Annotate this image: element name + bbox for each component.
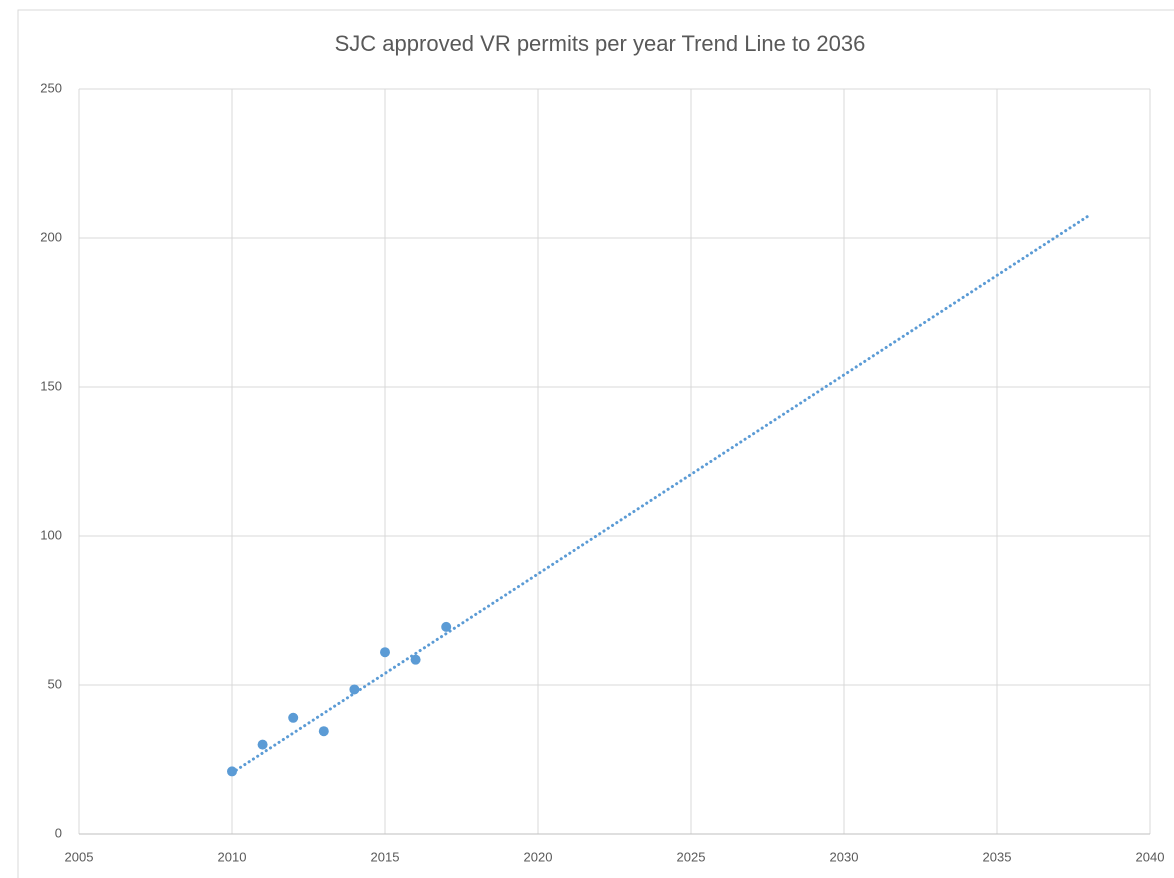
x-tick-label: 2005 [65, 849, 94, 864]
chart-frame [17, 9, 1174, 878]
x-tick-label: 2015 [371, 849, 400, 864]
x-tick-label: 2035 [983, 849, 1012, 864]
data-point [441, 621, 452, 632]
y-tick-label: 250 [40, 80, 62, 95]
data-point [227, 766, 237, 777]
trend-line [230, 214, 1091, 775]
data-point [380, 647, 390, 658]
y-tick-label: 200 [40, 229, 62, 244]
data-point [349, 684, 360, 695]
y-tick-label: 0 [55, 825, 62, 840]
y-tick-label: 150 [40, 378, 62, 393]
y-tick-label: 100 [40, 527, 62, 542]
y-tick-label: 50 [48, 676, 62, 691]
chart-title: SJC approved VR permits per year Trend L… [335, 31, 866, 56]
data-point [257, 739, 268, 750]
data-point [288, 712, 299, 723]
x-tick-label: 2040 [1136, 849, 1165, 864]
x-tick-label: 2010 [218, 849, 247, 864]
x-tick-label: 2025 [677, 849, 706, 864]
data-point [410, 654, 421, 665]
x-tick-label: 2030 [830, 849, 859, 864]
data-point [318, 726, 329, 737]
x-tick-label: 2020 [524, 849, 553, 864]
